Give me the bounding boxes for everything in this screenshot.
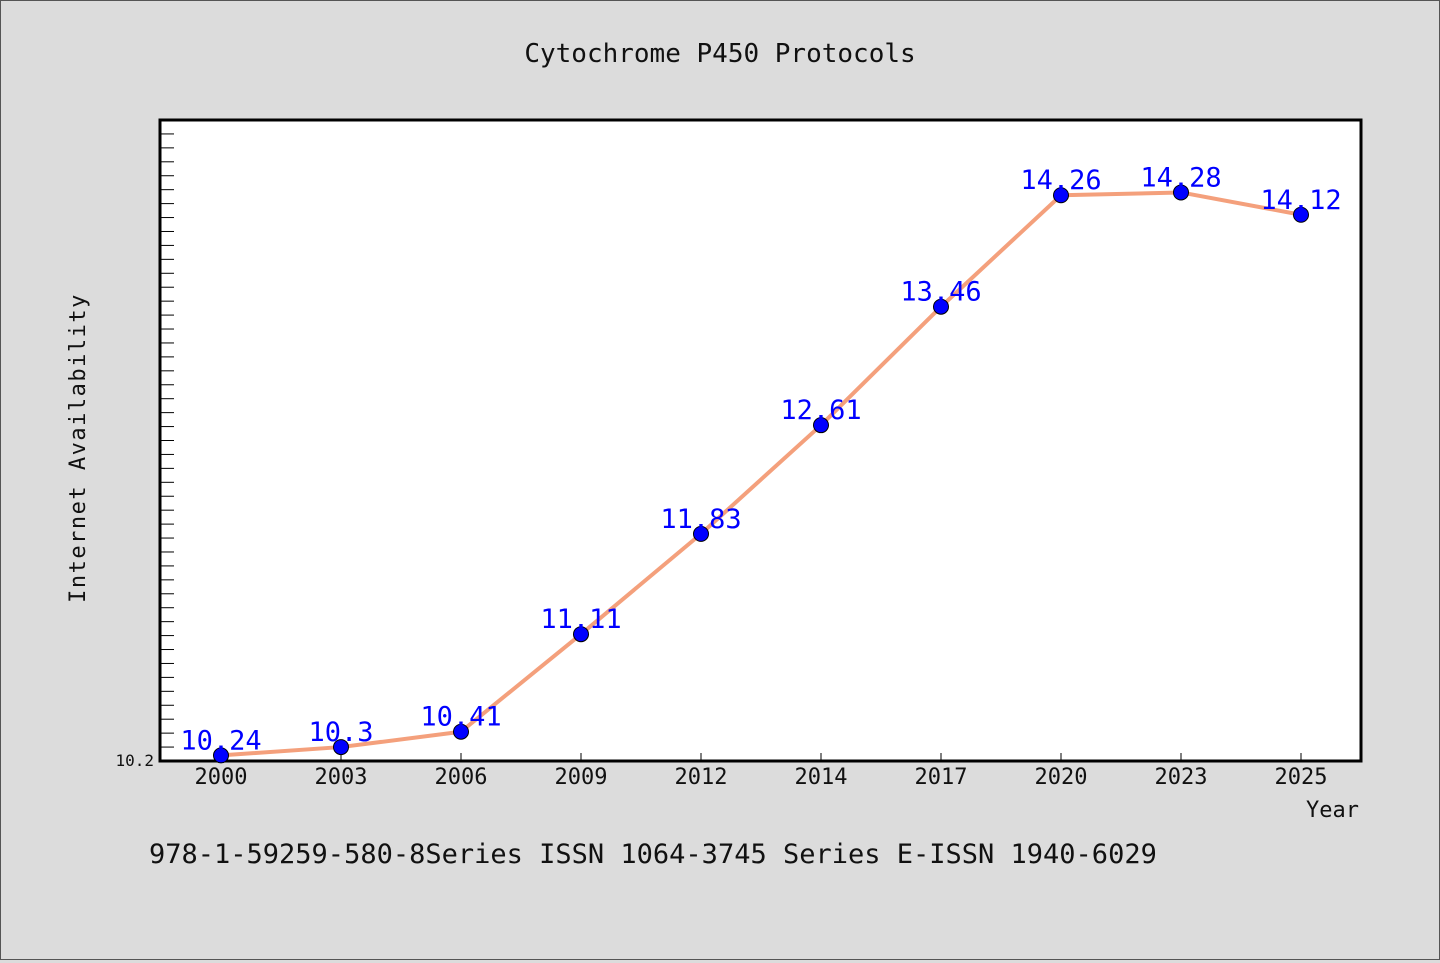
data-label: 11.11 (540, 604, 621, 635)
data-point (693, 525, 709, 542)
data-label: 14.28 (1140, 162, 1221, 193)
x-tick-label: 2000 (195, 765, 248, 790)
y-axis-ticks: 10.2 (115, 133, 174, 770)
footer-text: 978-1-59259-580-8Series ISSN 1064-3745 S… (149, 839, 1157, 870)
x-tick-label: 2009 (555, 765, 608, 790)
data-point (333, 739, 349, 756)
data-point (1173, 184, 1189, 201)
data-point (933, 298, 949, 315)
chart-title: Cytochrome P450 Protocols (524, 39, 915, 69)
data-point (1293, 206, 1309, 223)
data-label: 11.83 (660, 504, 741, 535)
x-tick-label: 2020 (1035, 765, 1088, 790)
data-label: 12.61 (780, 395, 861, 426)
x-tick-label: 2006 (435, 765, 488, 790)
data-label: 13.46 (900, 277, 981, 308)
x-axis-label: Year (1306, 798, 1359, 823)
data-point (1053, 187, 1069, 204)
data-label: 14.12 (1260, 185, 1341, 216)
data-point (573, 626, 589, 643)
data-label: 10.24 (180, 725, 261, 756)
series-line (219, 190, 1303, 758)
data-label: 10.41 (420, 702, 501, 733)
data-point (213, 747, 229, 764)
data-label: 10.3 (308, 717, 373, 748)
x-tick-label: 2025 (1275, 765, 1328, 790)
y-tick-label: 10.2 (115, 751, 154, 770)
x-tick-label: 2017 (915, 765, 968, 790)
y-axis-label: Internet Availability (66, 293, 91, 603)
x-axis-ticks: 2000 2003 2006 2009 2012 2014 2017 2020 2023 2025 (195, 753, 1328, 790)
plot-area (158, 118, 1363, 763)
x-tick-label: 2003 (315, 765, 368, 790)
data-label: 14.26 (1020, 165, 1101, 196)
data-point (813, 417, 829, 434)
series-layer: 10.24 10.3 10.41 11.11 11.83 12.61 13.46 14.26 1… (180, 162, 1342, 764)
x-tick-label: 2014 (795, 765, 848, 790)
data-point (453, 723, 469, 740)
x-tick-label: 2023 (1155, 765, 1208, 790)
x-tick-label: 2012 (675, 765, 728, 790)
